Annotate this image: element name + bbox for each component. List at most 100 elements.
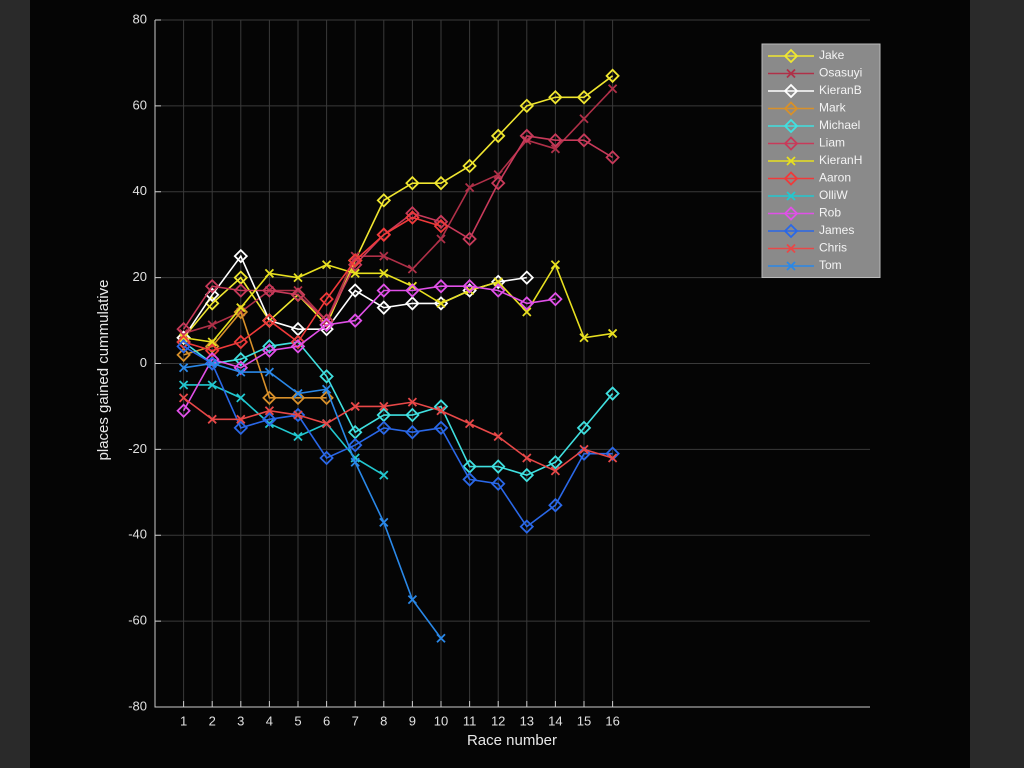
x-tick-label: 12	[491, 713, 505, 728]
data-point	[290, 339, 306, 354]
data-point	[607, 453, 618, 463]
x-tick-label: 16	[605, 713, 619, 728]
data-point	[178, 393, 189, 403]
data-point	[379, 268, 389, 278]
legend-marker	[783, 48, 799, 64]
data-point	[319, 390, 334, 406]
legend: Jake Osasuyi KieranB Mark Michael Liam KieranH…	[761, 43, 881, 278]
data-point	[376, 283, 392, 298]
y-tick-label: 20	[133, 269, 147, 284]
legend-label: Aaron	[819, 171, 851, 185]
data-point	[576, 420, 592, 436]
data-point	[236, 367, 246, 377]
legend-marker	[786, 261, 796, 271]
data-point	[262, 339, 277, 354]
data-point	[464, 418, 475, 429]
data-point	[605, 386, 620, 401]
data-point	[490, 128, 506, 144]
data-point	[407, 281, 418, 291]
legend-marker	[783, 83, 799, 99]
data-point	[405, 205, 420, 221]
data-point	[550, 144, 561, 154]
data-point	[464, 182, 475, 193]
data-point	[490, 175, 506, 191]
y-tick-label: 0	[140, 355, 147, 370]
y-tick-label: -40	[128, 527, 147, 542]
data-point	[519, 98, 535, 114]
legend-label: Jake	[819, 48, 845, 62]
data-point	[293, 272, 303, 283]
data-point	[319, 450, 334, 466]
legend-label: Rob	[819, 206, 841, 220]
data-point	[176, 339, 191, 354]
data-point	[264, 367, 275, 377]
x-tick-label: 10	[434, 713, 448, 728]
data-point	[433, 420, 449, 436]
data-point	[548, 291, 563, 307]
legend-marker	[783, 136, 799, 151]
series-line	[183, 341, 614, 476]
data-point	[607, 328, 618, 339]
y-tick-label: 80	[133, 11, 147, 26]
data-point	[290, 390, 306, 406]
legend-label: KieranB	[819, 83, 862, 97]
data-point	[207, 414, 217, 424]
data-point	[576, 90, 592, 105]
data-point	[233, 360, 249, 376]
data-point	[376, 420, 392, 436]
data-point	[376, 227, 392, 242]
data-point	[433, 214, 449, 230]
data-point	[576, 132, 592, 148]
x-tick-label: 13	[520, 713, 534, 728]
data-point	[204, 278, 220, 294]
legend-marker	[783, 118, 799, 134]
data-point	[548, 454, 563, 470]
x-tick-label: 3	[237, 713, 244, 728]
data-point	[290, 287, 306, 303]
x-tick-label: 7	[352, 713, 359, 728]
data-point	[176, 330, 191, 346]
data-point	[233, 248, 249, 264]
data-point	[376, 300, 392, 315]
data-point	[236, 303, 246, 313]
data-point	[319, 369, 334, 384]
x-tick-label: 6	[323, 713, 330, 728]
data-point	[605, 150, 620, 165]
data-point	[290, 334, 306, 350]
data-point	[178, 380, 189, 390]
data-point	[519, 519, 535, 534]
data-point	[462, 472, 477, 487]
data-point	[407, 264, 418, 274]
data-point	[293, 410, 303, 420]
data-point	[405, 407, 420, 423]
data-point	[319, 317, 334, 333]
data-point	[522, 307, 532, 317]
data-point	[405, 283, 420, 298]
x-tick-label: 4	[266, 713, 273, 728]
data-point	[436, 406, 446, 416]
axes	[154, 20, 870, 708]
data-point	[233, 304, 249, 320]
data-point	[519, 128, 535, 144]
x-tick-label: 8	[380, 713, 387, 728]
data-point	[379, 470, 389, 480]
data-point	[490, 283, 506, 298]
data-point	[462, 158, 477, 174]
data-point	[347, 283, 363, 298]
series-line	[183, 362, 442, 639]
y-tick-label: -80	[128, 698, 147, 713]
data-point	[490, 274, 506, 290]
data-point	[405, 296, 420, 311]
legend-label: OlliW	[819, 188, 848, 202]
x-tick-label: 2	[209, 713, 216, 728]
data-point	[490, 459, 506, 474]
legend-label: Michael	[819, 118, 860, 132]
series-line	[183, 262, 613, 343]
data-point	[605, 68, 620, 84]
data-point	[405, 175, 420, 191]
data-point	[605, 446, 620, 461]
x-tick-label: 11	[463, 713, 477, 728]
data-point	[293, 431, 303, 442]
legend-marker	[783, 171, 799, 186]
data-point	[519, 296, 535, 311]
